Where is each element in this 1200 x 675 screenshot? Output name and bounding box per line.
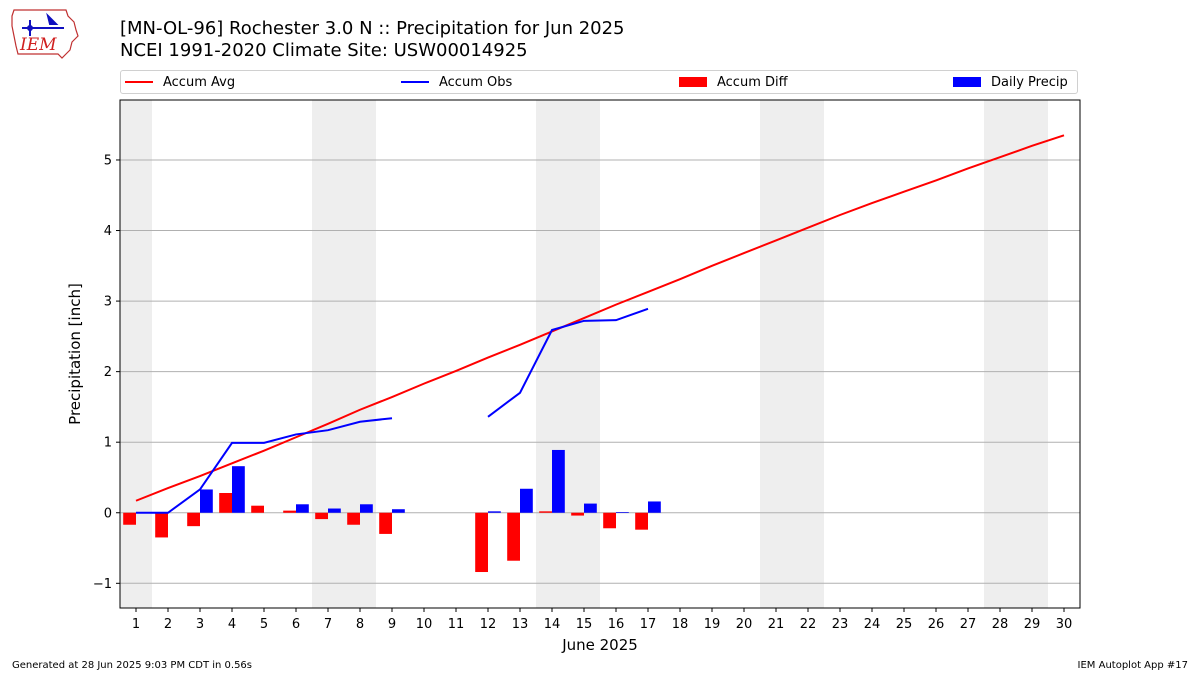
- accum-diff-bar-day-12: [475, 512, 488, 573]
- chart-title: [MN-OL-96] Rochester 3.0 N :: Precipitat…: [120, 18, 625, 62]
- xtick-label-11: 11: [448, 617, 465, 632]
- xtick-label-14: 14: [544, 617, 561, 632]
- xtick-label-1: 1: [132, 617, 140, 632]
- accum-diff-bar-day-5: [251, 505, 264, 513]
- daily-precip-bar-day-13: [520, 488, 533, 513]
- app-credit: IEM Autoplot App #17: [1077, 660, 1188, 671]
- daily-precip-bar-day-4: [232, 466, 245, 513]
- xtick-label-8: 8: [356, 617, 364, 632]
- ytick-label-1: 1: [104, 436, 112, 451]
- xtick-label-12: 12: [480, 617, 497, 632]
- daily-precip-bar-day-9: [392, 509, 405, 513]
- xtick-label-17: 17: [640, 617, 657, 632]
- legend-label-accum-avg: Accum Avg: [163, 75, 236, 90]
- xtick-label-16: 16: [608, 617, 625, 632]
- accum-diff-bar-day-7: [315, 512, 328, 520]
- accum-obs-line-2: [487, 307, 649, 418]
- accum-diff-bar-day-4: [219, 492, 232, 513]
- xtick-label-26: 26: [928, 617, 945, 632]
- weekend-band-4: [760, 100, 824, 608]
- accum-diff-bar-day-9: [379, 512, 392, 534]
- xtick-label-2: 2: [164, 617, 172, 632]
- xtick-label-23: 23: [832, 617, 849, 632]
- legend-swatch-accum-diff: [679, 76, 707, 87]
- iem-logo: IEM: [11, 9, 79, 59]
- accum-diff-bar-day-14: [539, 511, 552, 513]
- daily-precip-bar-day-15: [584, 503, 597, 513]
- daily-precip-bar-day-17: [648, 501, 661, 513]
- ytick-label-5: 5: [104, 153, 112, 168]
- ytick-label-4: 4: [104, 224, 112, 239]
- daily-precip-bar-day-16: [616, 512, 629, 513]
- daily-precip-bar-day-12: [488, 511, 501, 513]
- accum-diff-bar-day-16: [603, 512, 616, 529]
- xtick-label-6: 6: [292, 617, 300, 632]
- chart-title-line1: [MN-OL-96] Rochester 3.0 N :: Precipitat…: [120, 18, 625, 39]
- daily-precip-bar-day-6: [296, 504, 309, 513]
- legend-label-accum-obs: Accum Obs: [439, 75, 513, 90]
- ytick-label-0: 0: [104, 506, 112, 521]
- weekend-band-5: [984, 100, 1048, 608]
- xtick-label-22: 22: [800, 617, 817, 632]
- xtick-label-25: 25: [896, 617, 913, 632]
- xtick-label-15: 15: [576, 617, 593, 632]
- daily-precip-bar-day-7: [328, 508, 341, 513]
- daily-precip-bar-day-3: [200, 489, 213, 513]
- legend-item-daily-precip: Daily Precip: [953, 74, 1068, 92]
- xtick-label-4: 4: [228, 617, 236, 632]
- xtick-label-18: 18: [672, 617, 689, 632]
- legend-swatch-accum-avg: [125, 80, 153, 83]
- accum-diff-bar-day-2: [155, 512, 168, 538]
- accum-diff-bar-day-17: [635, 512, 648, 530]
- chart-legend: Accum Avg Accum Obs Accum Diff Daily Pre…: [120, 70, 1078, 94]
- xtick-label-13: 13: [512, 617, 529, 632]
- xtick-label-20: 20: [736, 617, 753, 632]
- xtick-label-19: 19: [704, 617, 721, 632]
- accum-diff-bar-day-13: [507, 512, 520, 561]
- weekend-band-3: [536, 100, 600, 608]
- daily-precip-bar-day-8: [360, 504, 373, 513]
- xtick-label-24: 24: [864, 617, 881, 632]
- accum-diff-bar-day-15: [571, 512, 584, 516]
- xtick-label-30: 30: [1056, 617, 1073, 632]
- weekend-band-1: [120, 100, 152, 608]
- xtick-label-3: 3: [196, 617, 204, 632]
- ytick-label-3: 3: [104, 295, 112, 310]
- x-axis-label: June 2025: [561, 636, 638, 654]
- xtick-label-9: 9: [388, 617, 396, 632]
- xtick-label-10: 10: [416, 617, 433, 632]
- svg-text:IEM: IEM: [19, 35, 57, 55]
- iowa-outline-icon: [11, 9, 79, 59]
- ytick-label-2: 2: [104, 365, 112, 380]
- legend-item-accum-diff: Accum Diff: [679, 74, 788, 92]
- daily-precip-bar-day-14: [552, 449, 565, 513]
- plot-frame: [119, 99, 1081, 609]
- legend-label-daily-precip: Daily Precip: [991, 75, 1068, 90]
- accum-avg-line-1: [135, 134, 1065, 502]
- accum-diff-bar-day-8: [347, 512, 360, 525]
- legend-label-accum-diff: Accum Diff: [717, 75, 788, 90]
- y-axis-label: Precipitation [inch]: [66, 283, 84, 425]
- ytick-label--1: −1: [93, 577, 112, 592]
- xtick-label-21: 21: [768, 617, 785, 632]
- xtick-label-5: 5: [260, 617, 268, 632]
- accum-diff-bar-day-6: [283, 510, 296, 513]
- accum-diff-bar-day-3: [187, 512, 200, 527]
- accum-diff-bar-day-1: [123, 512, 136, 525]
- chart-title-line2: NCEI 1991-2020 Climate Site: USW00014925: [120, 40, 528, 61]
- legend-item-accum-avg: Accum Avg: [125, 74, 235, 92]
- xtick-label-27: 27: [960, 617, 977, 632]
- legend-swatch-daily-precip: [953, 76, 981, 87]
- legend-item-accum-obs: Accum Obs: [401, 74, 512, 92]
- xtick-label-28: 28: [992, 617, 1009, 632]
- xtick-label-7: 7: [324, 617, 332, 632]
- generated-timestamp: Generated at 28 Jun 2025 9:03 PM CDT in …: [12, 660, 253, 671]
- accum-obs-line-1: [136, 417, 393, 514]
- weekend-band-2: [312, 100, 376, 608]
- legend-swatch-accum-obs: [401, 80, 429, 83]
- xtick-label-29: 29: [1024, 617, 1041, 632]
